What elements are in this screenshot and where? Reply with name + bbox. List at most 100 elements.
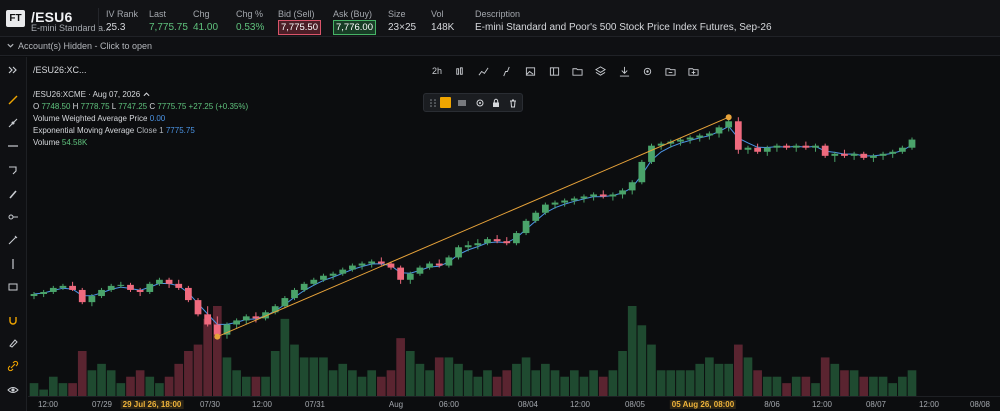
- magnet-icon[interactable]: [4, 311, 22, 329]
- eraser-icon[interactable]: [4, 334, 22, 352]
- low-label: L: [111, 102, 116, 111]
- volume-bar: [869, 376, 878, 396]
- ask-field[interactable]: Ask (Buy) 7,776.00: [333, 9, 376, 35]
- candle-body: [561, 200, 569, 203]
- node-tool-icon[interactable]: [4, 208, 22, 226]
- collapse-icon[interactable]: [4, 61, 22, 79]
- line-tool-icon[interactable]: [4, 91, 22, 109]
- trendline: [217, 116, 729, 338]
- time-tick-label: 07/29: [91, 400, 113, 409]
- download-icon[interactable]: [618, 63, 630, 79]
- lock-icon[interactable]: [489, 96, 502, 109]
- candle-body: [271, 306, 279, 313]
- legend-vwap-row: Volume Weighted Average Price 0.00: [33, 113, 248, 125]
- legend-ema-row: Exponential Moving Average Close 1 7775.…: [33, 125, 248, 137]
- chg-value: 41.00: [193, 22, 219, 33]
- ask-button[interactable]: 7,776.00: [333, 20, 376, 35]
- candle-body: [744, 147, 752, 150]
- candle-body: [69, 285, 76, 290]
- volume-bar: [762, 376, 772, 396]
- price-chart[interactable]: [28, 85, 1000, 396]
- volume-bar: [878, 376, 888, 396]
- candle-body: [841, 153, 848, 156]
- settings-icon[interactable]: [641, 63, 653, 79]
- interval-button[interactable]: 2h: [431, 66, 442, 76]
- pen-icon[interactable]: [4, 231, 22, 249]
- bid-label: Bid (Sell): [278, 9, 315, 19]
- callout-icon[interactable]: [4, 278, 22, 296]
- path-tool-icon[interactable]: [4, 114, 22, 132]
- candle-body: [59, 285, 67, 288]
- layout-icon[interactable]: [548, 63, 560, 79]
- symbol[interactable]: /ESU6: [31, 9, 73, 25]
- candle-body: [194, 300, 202, 315]
- volume-bar: [338, 363, 348, 396]
- eye-icon[interactable]: [4, 381, 22, 399]
- time-tick-label: 12:00: [569, 400, 591, 409]
- iv-rank-value: 25.3: [106, 22, 126, 33]
- chart-symbol-field[interactable]: /ESU26:XC...: [33, 65, 87, 75]
- chg-pct-value: 0.53%: [236, 22, 265, 33]
- folder-icon[interactable]: [571, 63, 583, 79]
- volume-value: 54.58K: [61, 138, 88, 147]
- folder-open-icon[interactable]: [664, 63, 676, 79]
- volume-bar: [97, 363, 106, 396]
- volume-bar: [618, 351, 627, 396]
- legend-volume-row: Volume 54.58K: [33, 137, 248, 149]
- volume-bar: [541, 363, 550, 396]
- candle-body: [619, 190, 626, 195]
- last-field: Last 7,775.75: [149, 9, 188, 33]
- candle-body: [88, 296, 96, 303]
- folder-add-icon[interactable]: [687, 63, 699, 79]
- vertical-line-icon[interactable]: [4, 255, 22, 273]
- vol-field: Vol 148K: [431, 9, 454, 33]
- horizontal-line-icon[interactable]: [4, 137, 22, 155]
- volume-bar: [705, 357, 714, 396]
- account-bar[interactable]: Account(s) Hidden - Click to open: [0, 37, 1000, 56]
- line-chart-icon[interactable]: [477, 63, 489, 79]
- candle-body: [107, 285, 115, 290]
- candle-body: [725, 121, 733, 128]
- volume-bar: [521, 357, 531, 396]
- drag-handle-icon[interactable]: [426, 96, 439, 109]
- trash-icon[interactable]: [506, 96, 519, 109]
- indicator-icon[interactable]: [500, 63, 512, 79]
- account-hidden-text[interactable]: Account(s) Hidden - Click to open: [18, 41, 153, 51]
- settings-icon[interactable]: [473, 96, 486, 109]
- volume-bar: [58, 383, 68, 396]
- volume-bar: [39, 389, 48, 396]
- candles-icon[interactable]: [453, 63, 465, 79]
- candle-body: [609, 194, 617, 197]
- bid-button[interactable]: 7,775.50: [278, 20, 321, 35]
- bid-field[interactable]: Bid (Sell) 7,775.50: [278, 9, 321, 35]
- chevron-up-icon[interactable]: [143, 91, 150, 97]
- candle-body: [30, 294, 38, 297]
- candle-body: [628, 182, 636, 191]
- color-swatch-icon[interactable]: [439, 96, 452, 109]
- layers-icon[interactable]: [594, 63, 606, 79]
- image-icon[interactable]: [524, 63, 536, 79]
- volume-bar: [415, 363, 425, 396]
- chevron-down-icon[interactable]: [6, 41, 15, 50]
- candle-body: [98, 289, 105, 297]
- line-style-icon[interactable]: [455, 96, 468, 109]
- size-value: 23×25: [388, 22, 417, 33]
- volume-bar: [502, 370, 512, 396]
- brush-icon[interactable]: [4, 185, 22, 203]
- last-value: 7,775.75: [149, 22, 188, 33]
- candle-body: [320, 275, 327, 280]
- volume-bar: [676, 370, 685, 396]
- ask-label: Ask (Buy): [333, 9, 373, 19]
- measure-icon[interactable]: [4, 161, 22, 179]
- volume-bar: [695, 363, 705, 396]
- candle-body: [570, 198, 578, 201]
- candle-body: [339, 269, 347, 274]
- candle-body: [706, 133, 713, 136]
- link-icon[interactable]: [4, 357, 22, 375]
- candle-body: [78, 289, 86, 303]
- volume-bar: [734, 344, 743, 396]
- volume-bar: [598, 376, 608, 396]
- volume-bar: [811, 383, 820, 396]
- legend-title: /ESU26:XCME · Aug 07, 2026: [33, 90, 141, 99]
- time-axis[interactable]: 12:00 07/29 29 Jul 26, 18:00 07/30 12:00 07/3…: [28, 396, 1000, 411]
